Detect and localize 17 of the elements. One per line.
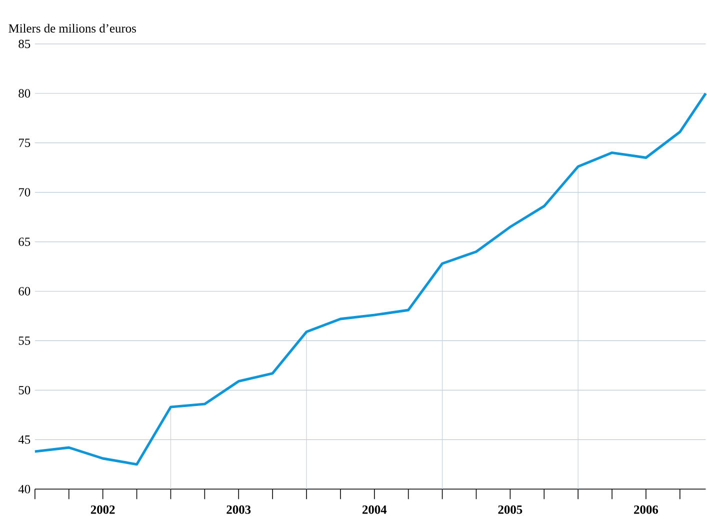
x-tick-label: 2006 xyxy=(634,505,658,514)
y-tick-label: 85 xyxy=(18,40,30,48)
x-tick-label: 2003 xyxy=(226,505,251,514)
y-tick-label: 55 xyxy=(18,336,30,345)
y-tick-label: 65 xyxy=(18,238,30,246)
x-tick-label: 2004 xyxy=(362,505,387,514)
y-tick-label: 60 xyxy=(18,287,30,296)
x-tick-label: 2002 xyxy=(90,505,115,514)
x-tick-label: 2005 xyxy=(498,505,522,514)
y-tick-label: 80 xyxy=(18,89,30,98)
y-tick-label: 75 xyxy=(18,138,30,147)
y-tick-label: 70 xyxy=(18,188,30,196)
y-axis-title: Milers de milions d’euros xyxy=(8,24,136,33)
y-tick-label: 50 xyxy=(18,386,30,394)
y-tick-label: 40 xyxy=(18,484,30,494)
line-series xyxy=(34,92,707,466)
y-tick-label: 45 xyxy=(18,435,30,444)
